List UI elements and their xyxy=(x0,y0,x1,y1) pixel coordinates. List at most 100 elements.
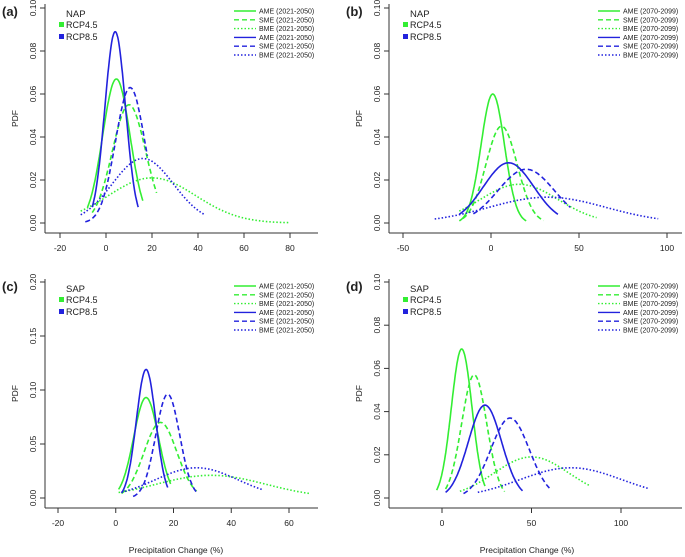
y-tick-label: 0.10 xyxy=(28,381,38,398)
series-line-RCP85-dotted xyxy=(80,157,206,216)
region-label: NAP xyxy=(410,9,430,20)
x-tick-label: 50 xyxy=(527,518,537,528)
y-tick-label: 0.00 xyxy=(28,214,38,231)
y-tick-label: 0.05 xyxy=(28,435,38,452)
legend-series-label: AME (2021-2050) xyxy=(259,9,314,16)
legend-series-label: SME (2070-2099) xyxy=(623,44,678,51)
legend-rcp-label: RCP8.5 xyxy=(410,307,442,317)
legend-series-label: BME (2070-2099) xyxy=(623,26,678,33)
y-axis-label: PDF xyxy=(354,385,364,402)
y-tick-label: 0.04 xyxy=(372,403,382,420)
y-tick-label: 0.02 xyxy=(372,171,382,188)
series-line-RCP85-dashed xyxy=(472,168,571,215)
x-tick-label: -20 xyxy=(52,518,65,528)
x-tick-label: -50 xyxy=(397,243,410,253)
x-tick-label: 0 xyxy=(440,518,445,528)
series-line-RCP85-dashed xyxy=(85,86,149,223)
series-line-RCP85-dashed xyxy=(132,393,198,498)
series-line-RCP85-solid xyxy=(91,30,139,208)
series-line-RCP85-dotted xyxy=(477,466,649,494)
y-tick-label: 0.20 xyxy=(28,273,38,290)
legend-swatch xyxy=(59,22,64,27)
series-line-RCP85-dashed xyxy=(463,417,550,495)
legend-swatch xyxy=(403,309,408,314)
legend-series-label: AME (2070-2099) xyxy=(623,310,678,317)
legend-rcp-label: RCP4.5 xyxy=(66,295,98,305)
y-tick-label: 0.08 xyxy=(28,42,38,59)
legend-series-label: SME (2070-2099) xyxy=(623,319,678,326)
x-tick-label: 0 xyxy=(489,243,494,253)
x-tick-label: 20 xyxy=(147,243,157,253)
x-tick-label: 100 xyxy=(660,243,674,253)
y-tick-label: 0.15 xyxy=(28,327,38,344)
panel-tag: (c) xyxy=(2,279,18,294)
legend-series-label: BME (2070-2099) xyxy=(623,301,678,308)
legend-rcp-label: RCP4.5 xyxy=(66,20,98,30)
y-tick-label: 0.02 xyxy=(372,446,382,463)
y-tick-label: 0.00 xyxy=(28,489,38,506)
legend-series-label: BME (2021-2050) xyxy=(259,26,314,33)
legend-swatch xyxy=(403,34,408,39)
legend-series-label: SME (2070-2099) xyxy=(623,17,678,24)
panel-b: (b) 0.00 0.02 0.04 0.06 0.08 0.10 PDF -50 0 50 100 N… xyxy=(346,0,682,253)
legend-rcp-label: RCP8.5 xyxy=(66,32,98,42)
legend-series-label: BME (2021-2050) xyxy=(259,301,314,308)
y-tick-label: 0.08 xyxy=(372,42,382,59)
legend-series-label: AME (2021-2050) xyxy=(259,284,314,291)
y-tick-label: 0.04 xyxy=(28,128,38,145)
legend-swatch xyxy=(59,309,64,314)
series-line-RCP45-dotted xyxy=(459,456,591,493)
legend-swatch xyxy=(59,297,64,302)
y-axis-label: PDF xyxy=(10,110,20,127)
x-tick-label: 60 xyxy=(284,518,294,528)
x-tick-label: 40 xyxy=(193,243,203,253)
series-line-RCP45-dotted xyxy=(80,177,291,224)
series-line-RCP85-dotted xyxy=(121,466,264,494)
legend-series-label: SME (2070-2099) xyxy=(623,292,678,299)
series-line-RCP45-dotted xyxy=(118,474,310,495)
legend-series-label: SME (2021-2050) xyxy=(259,44,314,51)
x-tick-label: 60 xyxy=(239,243,249,253)
series-line-RCP85-solid xyxy=(445,404,524,494)
legend-series-label: SME (2021-2050) xyxy=(259,17,314,24)
x-axis-label: Precipitation Change (%) xyxy=(480,545,575,555)
x-tick-label: 50 xyxy=(574,243,584,253)
legend-series-label: BME (2070-2099) xyxy=(623,53,678,60)
y-tick-label: 0.00 xyxy=(372,214,382,231)
panel-a: (a) 0.00 0.02 0.04 0.06 0.08 0.10 PDF -20 0 20 40 60… xyxy=(2,0,318,253)
legend-series-label: BME (2070-2099) xyxy=(623,328,678,335)
series-line-RCP45-solid xyxy=(86,78,144,208)
legend-series-label: SME (2021-2050) xyxy=(259,292,314,299)
legend-series-label: BME (2021-2050) xyxy=(259,328,314,335)
y-tick-label: 0.00 xyxy=(372,489,382,506)
y-tick-label: 0.02 xyxy=(28,171,38,188)
legend-swatch xyxy=(403,22,408,27)
legend-series-label: SME (2021-2050) xyxy=(259,319,314,326)
x-tick-label: 0 xyxy=(104,243,109,253)
legend-swatch xyxy=(59,34,64,39)
y-tick-label: 0.06 xyxy=(372,85,382,102)
y-axis-label: PDF xyxy=(354,110,364,127)
y-tick-label: 0.06 xyxy=(372,360,382,377)
x-axis-label: Precipitation Change (%) xyxy=(129,545,224,555)
panel-tag: (a) xyxy=(2,4,18,19)
series-line-RCP85-dotted xyxy=(434,196,659,220)
x-tick-label: 40 xyxy=(227,518,237,528)
region-label: SAP xyxy=(66,284,85,295)
x-tick-label: 100 xyxy=(614,518,628,528)
x-tick-label: 0 xyxy=(113,518,118,528)
series-line-RCP45-solid xyxy=(458,93,527,222)
x-tick-label: -20 xyxy=(54,243,67,253)
legend-series-label: AME (2021-2050) xyxy=(259,310,314,317)
y-tick-label: 0.10 xyxy=(28,0,38,16)
legend-series-label: AME (2021-2050) xyxy=(259,35,314,42)
x-tick-label: 80 xyxy=(285,243,295,253)
y-tick-label: 0.06 xyxy=(28,85,38,102)
series-line-RCP45-solid xyxy=(435,348,486,491)
region-label: SAP xyxy=(410,284,429,295)
y-tick-label: 0.10 xyxy=(372,0,382,16)
legend-rcp-label: RCP8.5 xyxy=(66,307,98,317)
